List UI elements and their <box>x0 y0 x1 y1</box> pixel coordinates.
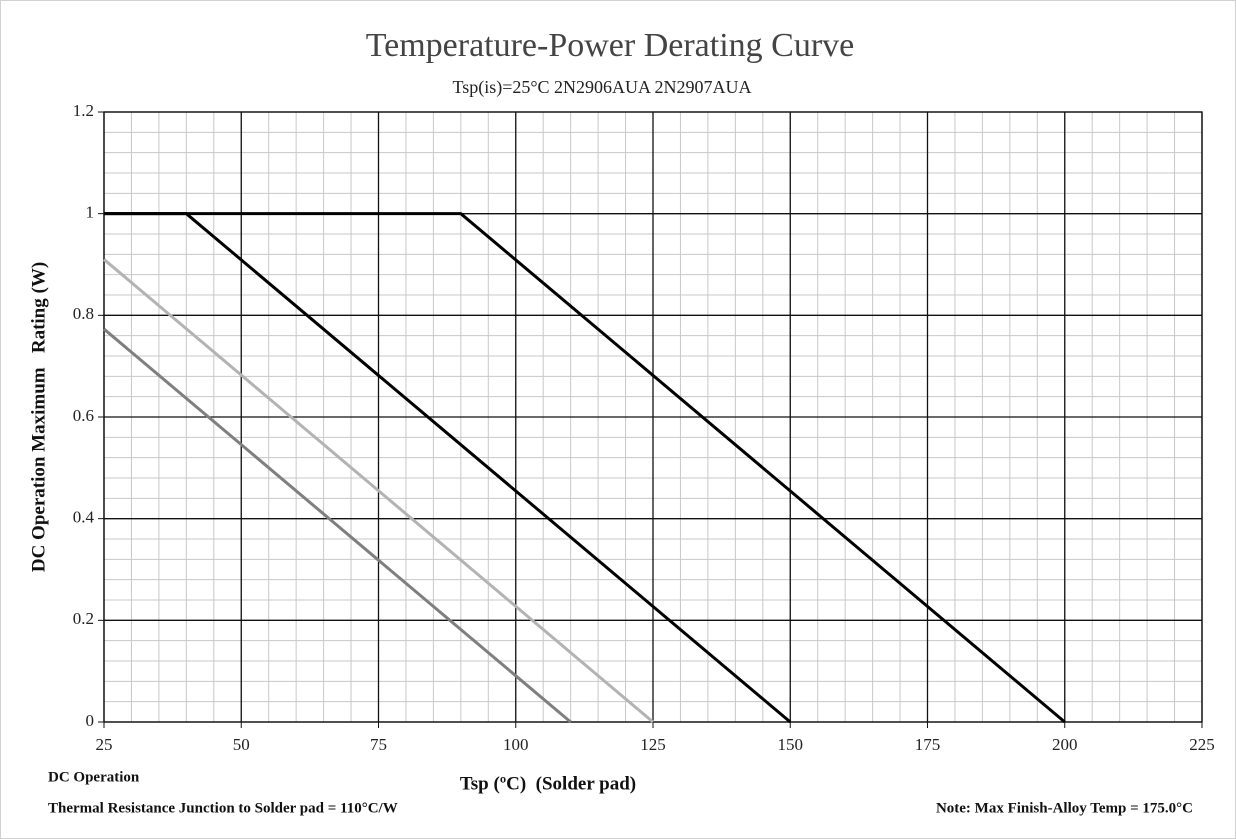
series-line <box>103 327 572 724</box>
y-tick-label: 1.2 <box>73 101 94 120</box>
note: Note: Max Finish-Alloy Temp = 175.0°C <box>936 800 1193 816</box>
y-tick-label: 0.4 <box>73 508 95 527</box>
y-tick-label: 1 <box>86 203 95 222</box>
chart-title: Temperature-Power Derating Curve <box>366 27 855 64</box>
x-axis-label: Tsp (ºC) (Solder pad) <box>460 773 636 794</box>
series-line <box>103 258 654 724</box>
series-line <box>104 212 1066 724</box>
x-tick-label: 25 <box>96 735 113 754</box>
x-tick-label: 200 <box>1052 735 1078 754</box>
x-tick-label: 100 <box>503 735 529 754</box>
x-tick-label: 125 <box>640 735 666 754</box>
y-tick-label: 0 <box>86 711 95 730</box>
y-tick-label: 0.6 <box>73 406 94 425</box>
x-tick-label: 225 <box>1189 735 1215 754</box>
note: Thermal Resistance Junction to Solder pa… <box>48 800 398 816</box>
x-tick-label: 50 <box>233 735 250 754</box>
y-tick-label: 0.2 <box>73 609 94 628</box>
series-line <box>104 212 792 724</box>
chart-subtitle: Tsp(is)=25°C 2N2906AUA 2N2907AUA <box>452 77 751 98</box>
y-tick-label: 0.8 <box>73 304 94 323</box>
x-tick-label: 150 <box>778 735 804 754</box>
x-tick-label: 175 <box>915 735 941 754</box>
note: DC Operation <box>48 769 140 785</box>
y-axis-label: DC Operation Maximum Rating (W) <box>28 262 49 572</box>
x-tick-label: 75 <box>370 735 387 754</box>
